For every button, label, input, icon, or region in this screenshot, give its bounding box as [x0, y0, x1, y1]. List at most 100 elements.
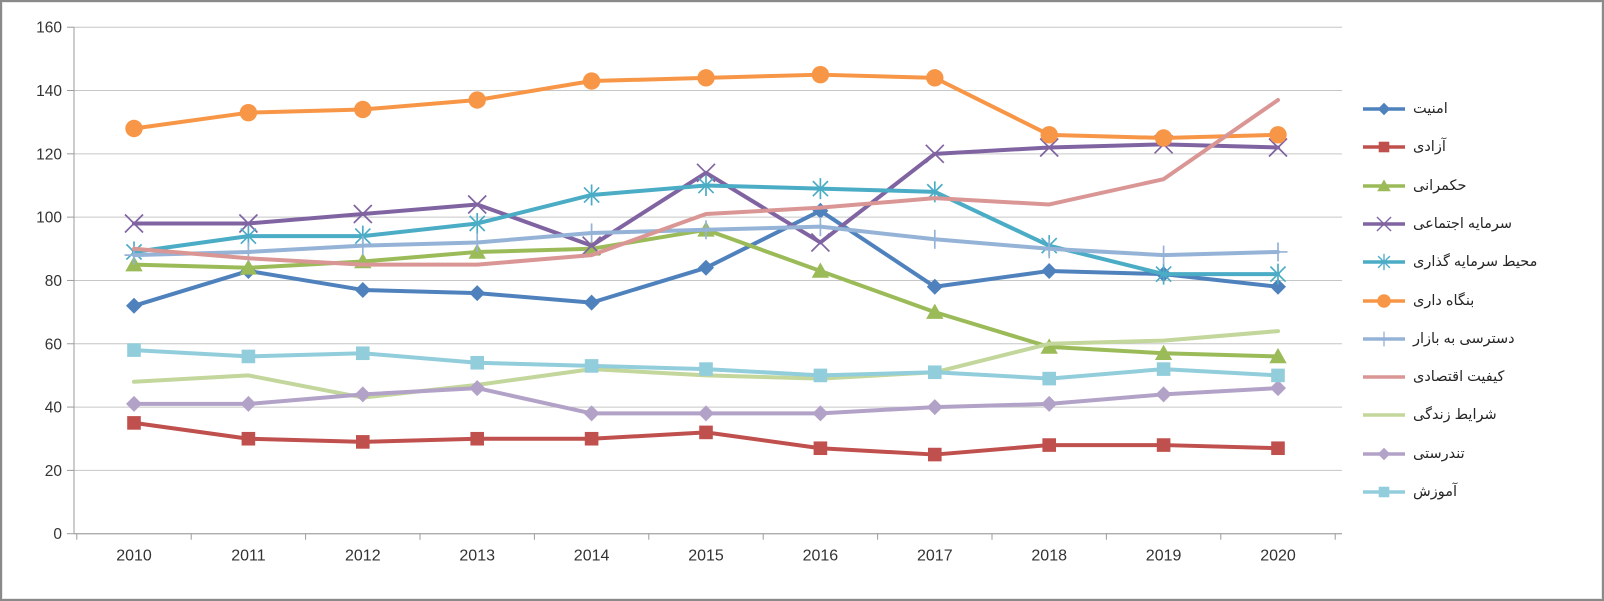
data-point-marker: [127, 343, 141, 357]
data-point-marker: [1378, 141, 1390, 153]
data-point-marker: [1377, 293, 1391, 308]
legend-marker-icon: [1363, 216, 1405, 232]
data-point-marker: [1154, 245, 1174, 265]
data-point-marker: [699, 425, 713, 440]
legend-label: سرمایه اجتماعی: [1413, 215, 1513, 232]
legend: امنیت آزادی حکمرانی سرمایه اجتماعی محیط سرما…: [1354, 2, 1602, 599]
series-1: [126, 202, 1286, 314]
legend-item: دسترسی به بازار: [1362, 328, 1515, 350]
data-point-marker: [1377, 447, 1391, 460]
legend-label: کیفیت اقتصادی: [1413, 369, 1505, 386]
legend-marker-icon: [1363, 141, 1405, 153]
data-point-marker: [469, 285, 486, 302]
data-point-marker: [583, 294, 600, 311]
data-point-marker: [1039, 239, 1059, 259]
y-axis-label: 40: [45, 400, 63, 417]
legend-label: شرایط زندگی: [1413, 407, 1497, 424]
data-point-marker: [925, 229, 945, 249]
data-point-marker: [1271, 368, 1285, 383]
data-point-marker: [812, 405, 829, 422]
legend-marker-icon: [1363, 486, 1405, 498]
legend-label: محیط سرمایه گذاری: [1413, 254, 1538, 271]
data-point-marker: [1377, 102, 1391, 116]
series-7: [124, 217, 1288, 265]
series-2: [127, 416, 1285, 462]
legend-marker-icon: [1363, 375, 1405, 379]
data-point-marker: [125, 119, 143, 138]
data-point-marker: [356, 435, 370, 449]
data-point-marker: [1377, 253, 1391, 271]
y-axis-label: 0: [53, 526, 62, 543]
legend-label: امنیت: [1413, 101, 1448, 117]
data-point-marker: [127, 416, 141, 430]
data-point-marker: [810, 217, 830, 237]
data-point-marker: [241, 349, 256, 364]
data-point-marker: [1041, 395, 1058, 412]
data-point-marker: [241, 431, 256, 446]
legend-item: سرمایه اجتماعی: [1362, 213, 1512, 235]
data-point-marker: [811, 65, 830, 84]
y-axis-label: 60: [45, 336, 63, 353]
legend-label: تندرستی: [1413, 445, 1465, 462]
data-point-marker: [356, 346, 370, 361]
x-axis-label: 2020: [1260, 548, 1296, 565]
legend-marker-icon: [1363, 253, 1405, 271]
data-point-marker: [469, 212, 486, 234]
data-point-marker: [240, 395, 257, 412]
data-point-marker: [468, 91, 486, 109]
legend-item: امنیت: [1362, 98, 1448, 120]
legend-marker-icon: [1363, 293, 1405, 308]
data-point-marker: [928, 447, 942, 462]
data-point-marker: [467, 232, 487, 252]
legend-marker-icon: [1363, 102, 1405, 116]
legend-item: آموزش: [1362, 481, 1457, 503]
x-axis-label: 2016: [803, 548, 839, 565]
legend-item: محیط سرمایه گذاری: [1362, 251, 1537, 273]
data-point-marker: [126, 297, 142, 314]
data-point-marker: [812, 178, 829, 200]
data-point-marker: [467, 194, 487, 215]
data-point-marker: [126, 395, 142, 412]
legend-marker-icon: [1363, 447, 1405, 460]
y-axis-label: 120: [36, 146, 62, 163]
data-point-marker: [124, 213, 144, 234]
data-point-marker: [1268, 137, 1288, 158]
data-point-marker: [353, 236, 373, 256]
x-axis-label: 2010: [116, 548, 152, 565]
data-point-marker: [239, 103, 258, 122]
data-point-marker: [1270, 380, 1286, 397]
data-point-marker: [697, 69, 715, 87]
data-point-marker: [1378, 486, 1390, 498]
legend-marker-icon: [1363, 331, 1405, 347]
data-point-marker: [353, 204, 373, 224]
legend-marker-icon: [1363, 413, 1405, 418]
data-point-marker: [1271, 441, 1285, 456]
legend-marker-icon: [1363, 178, 1405, 191]
x-axis-label: 2011: [231, 548, 266, 565]
x-axis-label: 2017: [917, 548, 953, 565]
legend-item: حکمرانی: [1362, 175, 1467, 197]
data-point-marker: [928, 365, 942, 380]
legend-item: کیفیت اقتصادی: [1362, 366, 1504, 388]
x-axis-label: 2013: [459, 548, 495, 565]
y-axis-label: 20: [45, 463, 63, 480]
data-point-marker: [699, 362, 713, 376]
series-8: [132, 98, 1280, 267]
data-point-marker: [696, 220, 716, 240]
y-axis-label: 160: [36, 20, 62, 37]
data-point-marker: [1042, 438, 1056, 452]
data-point-marker: [1041, 262, 1058, 279]
data-point-marker: [926, 303, 944, 319]
legend-item: شرایط زندگی: [1362, 404, 1497, 426]
data-point-marker: [584, 359, 599, 373]
data-point-marker: [1040, 126, 1058, 144]
gridlines: [74, 26, 1342, 535]
data-point-marker: [582, 223, 602, 243]
data-point-marker: [1155, 386, 1172, 403]
series-line: [132, 98, 1280, 267]
axes: 0 20 40 60 80 100 120 140 160 2010 2011 2012 2013 201…: [36, 20, 1342, 565]
data-point-marker: [1039, 137, 1059, 158]
legend-label: حکمرانی: [1413, 177, 1467, 194]
y-axis-label: 100: [36, 210, 62, 227]
